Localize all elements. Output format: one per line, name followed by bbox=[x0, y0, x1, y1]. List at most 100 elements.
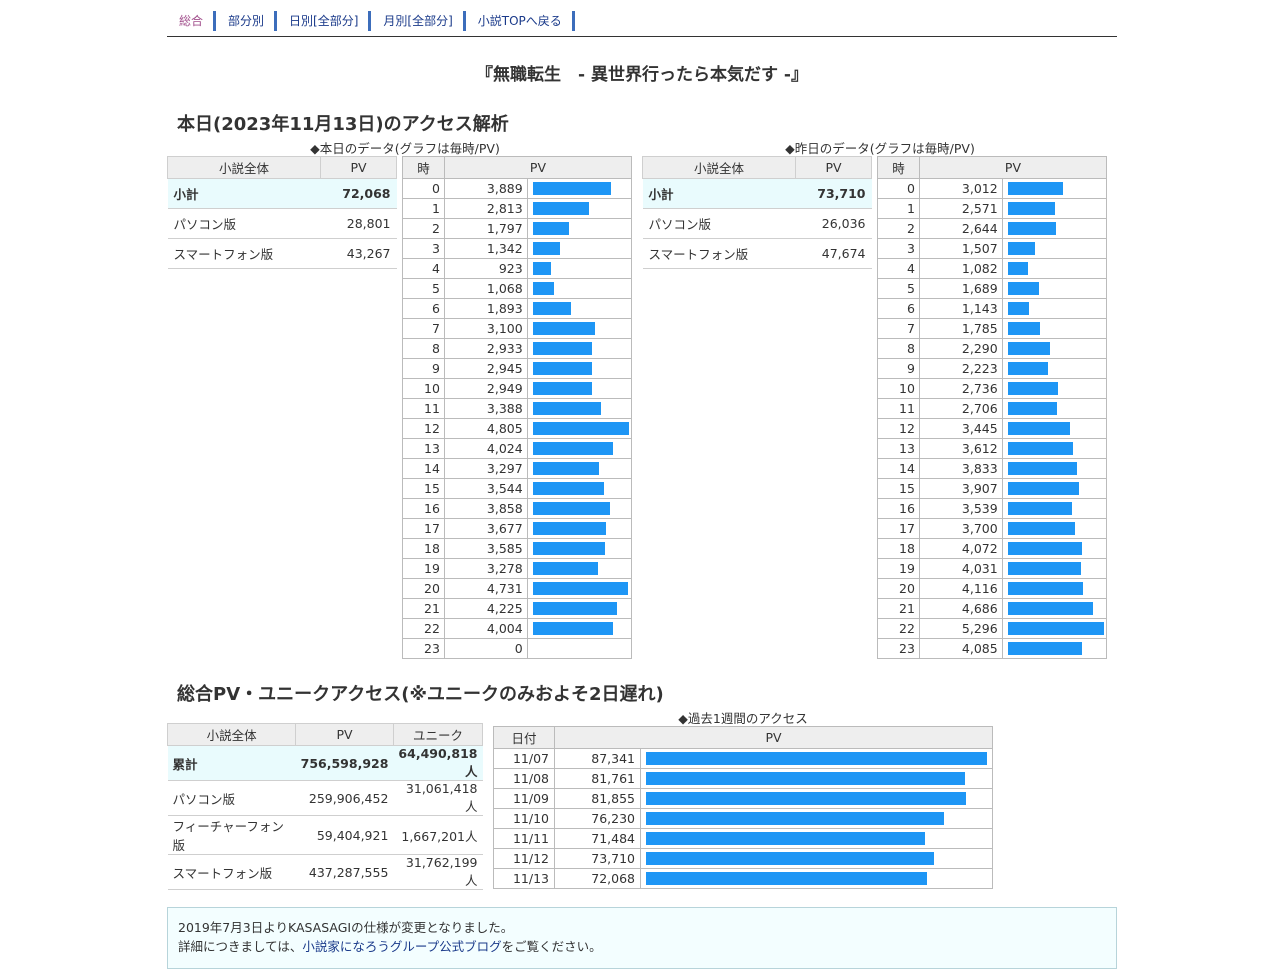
bar-cell bbox=[526, 278, 633, 299]
pv-cell: 0 bbox=[443, 638, 528, 659]
pv-cell: 1,342 bbox=[443, 238, 528, 259]
bar-cell bbox=[1001, 298, 1108, 319]
pv-bar bbox=[1007, 202, 1055, 215]
pv-cell: 4,805 bbox=[443, 418, 528, 439]
bar-cell bbox=[1001, 558, 1108, 579]
hour-row: 12 4,805 bbox=[402, 418, 633, 439]
bar-cell bbox=[1001, 398, 1108, 419]
row-value: 47,674 bbox=[795, 238, 872, 269]
nav-item-daily[interactable]: 日別[全部分] bbox=[277, 11, 372, 31]
pv-bar bbox=[532, 322, 595, 335]
today-summary-table: 小説全体 PV 小計 72,068 パソコン版 28,801 スマートフォン版 … bbox=[167, 156, 397, 269]
nav-item-overall[interactable]: 総合 bbox=[167, 11, 217, 31]
week-caption: ◆過去1週間のアクセス bbox=[678, 711, 808, 726]
pv-bar bbox=[1007, 242, 1035, 255]
week-row: 11/08 81,761 bbox=[493, 768, 993, 789]
bar-cell bbox=[526, 318, 633, 339]
today-heading: 本日(2023年11月13日)のアクセス解析 bbox=[177, 114, 509, 135]
bar-cell bbox=[1001, 338, 1108, 359]
pv-bar bbox=[532, 382, 592, 395]
pv-cell: 4,116 bbox=[918, 578, 1003, 599]
pv-bar bbox=[646, 812, 944, 825]
col-header-pv: PV bbox=[918, 156, 1108, 179]
hour-cell: 3 bbox=[402, 238, 445, 259]
pv-cell: 4,686 bbox=[918, 598, 1003, 619]
bar-cell bbox=[640, 808, 993, 829]
nav-link-by-part[interactable]: 部分別 bbox=[228, 14, 265, 28]
hour-cell: 23 bbox=[402, 638, 445, 659]
pv-bar bbox=[1007, 622, 1104, 635]
bar-cell bbox=[1001, 278, 1108, 299]
pv-cell: 76,230 bbox=[554, 808, 641, 829]
hour-row: 8 2,290 bbox=[877, 338, 1108, 359]
bar-cell bbox=[526, 578, 633, 599]
week-row: 11/09 81,855 bbox=[493, 788, 993, 809]
col-header-unique: ユニーク bbox=[392, 723, 484, 746]
hour-cell: 1 bbox=[877, 198, 920, 219]
hour-row: 14 3,297 bbox=[402, 458, 633, 479]
hour-cell: 15 bbox=[402, 478, 445, 499]
pv-bar bbox=[532, 302, 571, 315]
row-unique: 31,762,199人 bbox=[393, 854, 483, 890]
pv-cell: 81,855 bbox=[554, 788, 641, 809]
hour-row: 22 4,004 bbox=[402, 618, 633, 639]
pv-cell: 1,068 bbox=[443, 278, 528, 299]
row-label: スマートフォン版 bbox=[167, 238, 321, 269]
yesterday-caption: ◆昨日のデータ(グラフは毎時/PV) bbox=[785, 141, 975, 156]
nav-link-overall[interactable]: 総合 bbox=[179, 14, 204, 28]
hour-cell: 17 bbox=[402, 518, 445, 539]
hour-cell: 0 bbox=[402, 178, 445, 199]
bar-cell bbox=[1001, 478, 1108, 499]
hour-cell: 20 bbox=[877, 578, 920, 599]
official-blog-link[interactable]: 小説家になろうグループ公式ブログ bbox=[302, 939, 502, 954]
hour-row: 18 4,072 bbox=[877, 538, 1108, 559]
pv-bar bbox=[646, 752, 987, 765]
pv-cell: 1,507 bbox=[918, 238, 1003, 259]
bar-cell bbox=[526, 198, 633, 219]
hour-cell: 5 bbox=[402, 278, 445, 299]
hour-cell: 2 bbox=[877, 218, 920, 239]
pv-bar bbox=[532, 602, 617, 615]
nav-item-by-part[interactable]: 部分別 bbox=[216, 11, 278, 31]
bar-cell bbox=[526, 478, 633, 499]
col-header-pv: PV bbox=[795, 156, 872, 179]
hour-cell: 0 bbox=[877, 178, 920, 199]
nav-item-back-to-novel[interactable]: 小説TOPへ戻る bbox=[466, 11, 575, 31]
hour-row: 5 1,068 bbox=[402, 278, 633, 299]
yesterday-summary-table: 小説全体 PV 小計 73,710 パソコン版 26,036 スマートフォン版 … bbox=[642, 156, 872, 269]
pv-cell: 2,644 bbox=[918, 218, 1003, 239]
row-label: スマートフォン版 bbox=[642, 238, 796, 269]
hour-cell: 4 bbox=[877, 258, 920, 279]
nav-link-back-to-novel[interactable]: 小説TOPへ戻る bbox=[477, 14, 562, 28]
today-caption: ◆本日のデータ(グラフは毎時/PV) bbox=[310, 141, 500, 156]
bar-cell bbox=[1001, 538, 1108, 559]
hour-cell: 12 bbox=[402, 418, 445, 439]
pv-cell: 1,785 bbox=[918, 318, 1003, 339]
bar-cell bbox=[1001, 418, 1108, 439]
hour-cell: 20 bbox=[402, 578, 445, 599]
bar-cell bbox=[1001, 618, 1108, 639]
nav-link-monthly[interactable]: 月別[全部分] bbox=[383, 14, 453, 28]
pv-bar bbox=[646, 852, 934, 865]
bar-cell bbox=[526, 418, 633, 439]
week-row: 11/12 73,710 bbox=[493, 848, 993, 869]
pv-cell: 1,143 bbox=[918, 298, 1003, 319]
pv-bar bbox=[1007, 362, 1048, 375]
hour-row: 19 3,278 bbox=[402, 558, 633, 579]
top-nav: 総合 部分別 日別[全部分] 月別[全部分] 小説TOPへ戻る bbox=[167, 0, 1117, 37]
hour-row: 21 4,686 bbox=[877, 598, 1108, 619]
col-header-novel: 小説全体 bbox=[642, 156, 796, 179]
notice-line-1: 2019年7月3日よりKASASAGIの仕様が変更となりました。 bbox=[178, 920, 514, 935]
hour-row: 16 3,858 bbox=[402, 498, 633, 519]
nav-item-monthly[interactable]: 月別[全部分] bbox=[371, 11, 466, 31]
bar-cell bbox=[1001, 318, 1108, 339]
pv-bar bbox=[532, 422, 629, 435]
bar-cell bbox=[526, 598, 633, 619]
summary-row-subtotal: 小計 72,068 bbox=[167, 178, 397, 209]
pv-cell: 1,797 bbox=[443, 218, 528, 239]
hour-row: 1 2,813 bbox=[402, 198, 633, 219]
pv-cell: 2,706 bbox=[918, 398, 1003, 419]
nav-link-daily[interactable]: 日別[全部分] bbox=[289, 14, 359, 28]
hour-row: 23 4,085 bbox=[877, 638, 1108, 659]
hour-cell: 23 bbox=[877, 638, 920, 659]
